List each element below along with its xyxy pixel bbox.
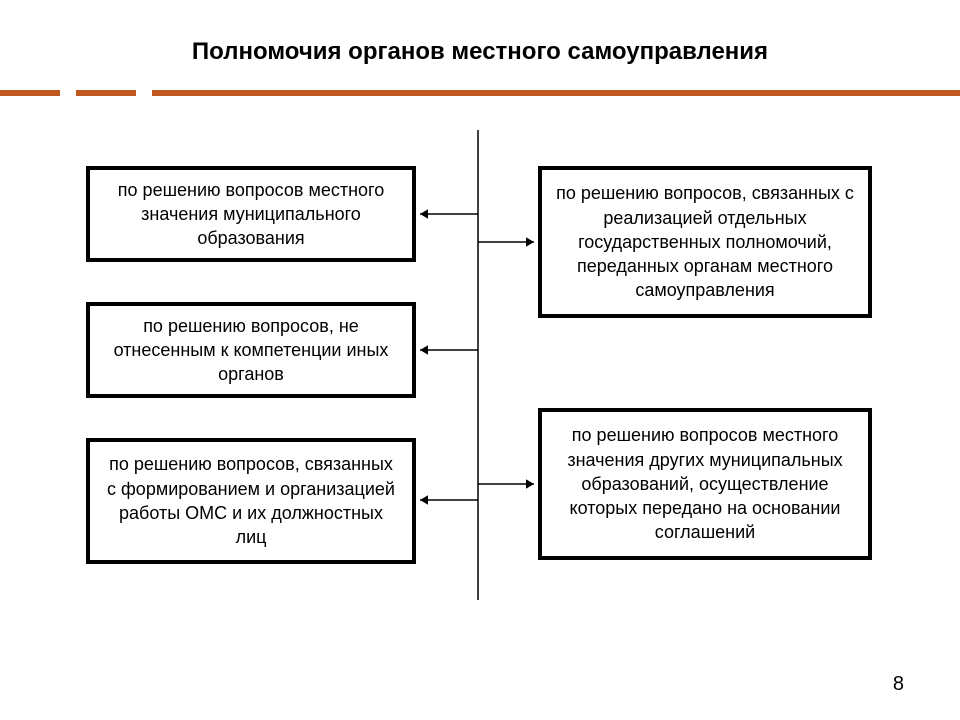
page-title: Полномочия органов местного самоуправлен… [0,38,960,66]
box-other-municipal: по решению вопросов местного значения др… [538,408,872,560]
box-oms-organization: по решению вопросов, связанных с формиро… [86,438,416,564]
box-other-competence: по решению вопросов, не отнесенным к ком… [86,302,416,398]
page-number: 8 [893,673,904,696]
box-local-issues: по решению вопросов местного значения му… [86,166,416,262]
decor-segment-2 [76,90,136,96]
decor-segment-3 [152,90,960,96]
decor-segment-1 [0,90,60,96]
box-state-delegated: по решению вопросов, связанных с реализа… [538,166,872,318]
